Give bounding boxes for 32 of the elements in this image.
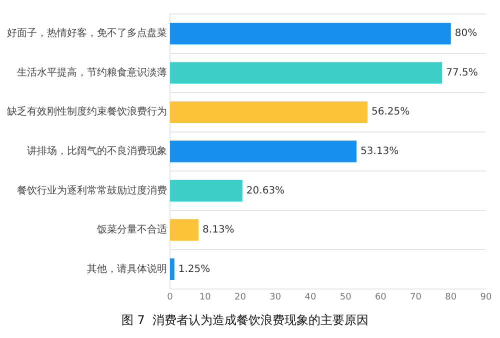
x-tick-label: 50 [340, 292, 352, 303]
y-tick-label: 讲排场，比阔气的不良消费现象 [27, 144, 167, 157]
x-tick-label: 70 [410, 292, 422, 303]
x-tick-label: 80 [445, 292, 457, 303]
data-label: 77.5% [446, 67, 478, 78]
y-tick-label: 好面子，热情好客，免不了多点盘菜 [7, 27, 167, 40]
y-tick-label: 生活水平提高，节约粮食意识淡薄 [17, 66, 167, 78]
data-label: 1.25% [178, 264, 210, 275]
x-tick-label: 0 [167, 292, 174, 303]
bar [170, 219, 199, 241]
data-label: 20.63% [246, 185, 285, 196]
data-label: 8.13% [202, 224, 234, 236]
x-tick-label: 40 [304, 292, 316, 303]
y-tick-label: 缺乏有效刚性制度约束餐饮浪费行为 [7, 106, 167, 118]
x-tick-label: 20 [234, 292, 246, 303]
y-tick-label: 其他，请具体说明 [87, 262, 167, 275]
y-tick-label: 饭菜分量不合适 [96, 224, 167, 236]
data-label: 53.13% [360, 146, 399, 157]
data-label: 80% [454, 28, 478, 40]
y-tick-label: 餐饮行业为逐利常常鼓励过度消费 [17, 184, 167, 196]
text: 图 7 消费者认为造成餐饮浪费现象的主要原因 [121, 312, 369, 327]
bar [170, 140, 357, 162]
bar [170, 101, 368, 123]
x-tick-label: 60 [374, 292, 387, 303]
bar [170, 258, 174, 280]
bar [170, 22, 451, 44]
x-tick-label: 90 [480, 292, 492, 303]
x-tick-label: 10 [199, 292, 212, 303]
bar [170, 62, 442, 84]
x-tick-label: 30 [270, 292, 282, 303]
bar [170, 180, 242, 202]
data-label: 56.25% [372, 106, 410, 118]
